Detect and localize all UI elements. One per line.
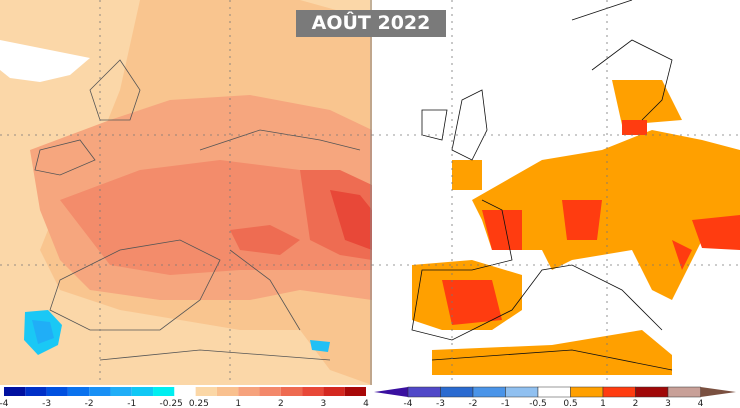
- right-map-anomaly: [372, 0, 740, 385]
- colorbar-swatch: [280, 387, 303, 396]
- colorbar-tick-label: -3: [436, 399, 445, 408]
- colorbar-swatch: [323, 387, 345, 396]
- colorbar-tick-label: -2: [469, 399, 478, 408]
- colorbar-swatch: [537, 386, 571, 398]
- colorbar-swatch: [667, 386, 701, 398]
- colorbar-tick-label: -1: [127, 399, 136, 408]
- colorbar-swatch: [195, 387, 217, 396]
- colorbar-swatch: [4, 387, 26, 396]
- colorbar-swatch: [407, 386, 441, 398]
- colorbar-swatch: [216, 387, 239, 396]
- colorbar-swatch: [131, 387, 154, 396]
- colorbar-swatch: [174, 387, 196, 396]
- colorbar-swatch: [238, 387, 260, 396]
- colorbar-tick-label: 0.5: [563, 399, 577, 408]
- colorbar-swatch: [440, 386, 474, 398]
- colorbar-tick-label: 3: [321, 399, 327, 408]
- colorbar-swatch: [89, 387, 111, 396]
- colorbar-swatch: [259, 387, 281, 396]
- colorbar-tick-label: -4: [404, 399, 413, 408]
- colorbar-swatch: [153, 387, 175, 396]
- colorbar-swatch: [25, 387, 47, 396]
- colorbar-swatch: [505, 386, 539, 398]
- right-colorbar: -4 -3 -2 -1 -0.5 0.5 1 2 3 4: [370, 385, 740, 408]
- colorbar-swatch: [472, 386, 506, 398]
- colorbar-tick-label: 4: [363, 399, 369, 408]
- colorbar-tick-label: 0.25: [189, 399, 209, 408]
- colorbar-swatch: [570, 386, 604, 398]
- left-map-anomaly: [0, 0, 372, 385]
- map-title: AOÛT 2022: [296, 10, 446, 37]
- colorbar-swatch: [602, 386, 636, 398]
- colorbar-extend-low: [374, 387, 408, 397]
- colorbar-tick-label: 1: [600, 399, 606, 408]
- colorbar-tick-label: -0.5: [529, 399, 547, 408]
- colorbar-tick-label: 3: [665, 399, 671, 408]
- colorbar-swatch: [344, 387, 366, 396]
- colorbar-tick-label: 2: [633, 399, 639, 408]
- colorbar-tick-label: -2: [85, 399, 94, 408]
- colorbar-tick-label: -4: [0, 399, 9, 408]
- colorbar-tick-label: 4: [698, 399, 704, 408]
- colorbar-tick-label: -3: [42, 399, 51, 408]
- colorbar-tick-label: 2: [278, 399, 284, 408]
- colorbar-extend-high: [700, 387, 736, 397]
- colorbar-swatch: [46, 387, 68, 396]
- left-colorbar: -4 -3 -2 -1 -0.25 0.25 1 2 3 4: [0, 385, 370, 408]
- colorbar-tick-label: -1: [501, 399, 510, 408]
- colorbar-swatch: [635, 386, 669, 398]
- colorbar-swatch: [302, 387, 324, 396]
- colorbar-swatch: [67, 387, 90, 396]
- colorbar-swatch: [110, 387, 132, 396]
- colorbar-tick-label: -0.25: [160, 399, 183, 408]
- colorbar-tick-label: 1: [235, 399, 241, 408]
